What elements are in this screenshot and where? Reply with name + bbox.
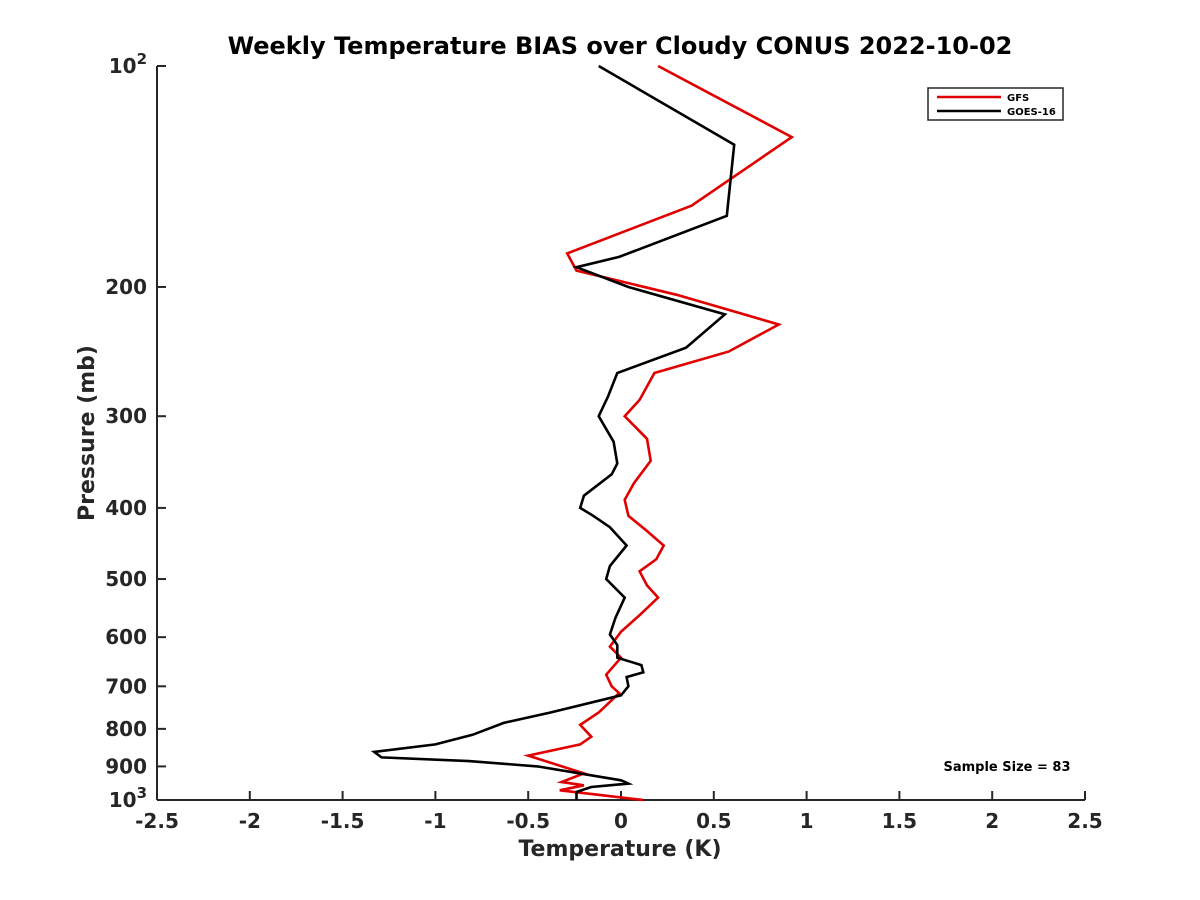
- x-tick-label: 2.5: [1067, 809, 1102, 833]
- legend: GFS GOES-16: [927, 87, 1064, 121]
- y-tick-label: 103: [109, 784, 147, 812]
- x-tick-label: 2: [985, 809, 999, 833]
- legend-label-gfs: GFS: [1007, 93, 1029, 104]
- series-line-gfs: [523, 64, 795, 802]
- y-ticks: 102 200 300 400 500 600 700 800 900 103: [105, 50, 166, 812]
- y-tick-label: 400: [105, 496, 147, 520]
- chart-title: Weekly Temperature BIAS over Cloudy CONU…: [228, 32, 1013, 60]
- x-tick-label: -2: [239, 809, 261, 833]
- x-tick-label: -1: [424, 809, 446, 833]
- sample-size-annotation: Sample Size = 83: [943, 760, 1070, 775]
- y-tick-label: 700: [105, 674, 147, 698]
- x-axis-label: Temperature (K): [518, 837, 721, 862]
- y-tick-label: 800: [105, 717, 147, 741]
- legend-box: [927, 87, 1064, 121]
- y-tick-label: 600: [105, 625, 147, 649]
- x-tick-label: 1: [800, 809, 814, 833]
- x-tick-label: -1.5: [321, 809, 365, 833]
- y-tick-label: 500: [105, 567, 147, 591]
- x-tick-label: 1.5: [882, 809, 917, 833]
- y-tick-label: 102: [109, 50, 147, 78]
- series-line-goes-16: [370, 64, 736, 800]
- legend-label-goes-16: GOES-16: [1007, 107, 1056, 118]
- x-tick-label: 0: [614, 809, 628, 833]
- x-tick-label: 0.5: [696, 809, 731, 833]
- series-lines: [370, 64, 795, 802]
- axes: [156, 66, 1085, 801]
- y-axis-label: Pressure (mb): [75, 345, 100, 521]
- x-tick-label: -2.5: [135, 809, 179, 833]
- y-tick-label: 900: [105, 754, 147, 778]
- y-tick-label: 300: [105, 404, 147, 428]
- y-tick-label: 200: [105, 275, 147, 299]
- x-tick-label: -0.5: [506, 809, 550, 833]
- x-ticks: -2.5 -2 -1.5 -1 -0.5 0 0.5 1 1.5 2 2.5: [135, 791, 1103, 833]
